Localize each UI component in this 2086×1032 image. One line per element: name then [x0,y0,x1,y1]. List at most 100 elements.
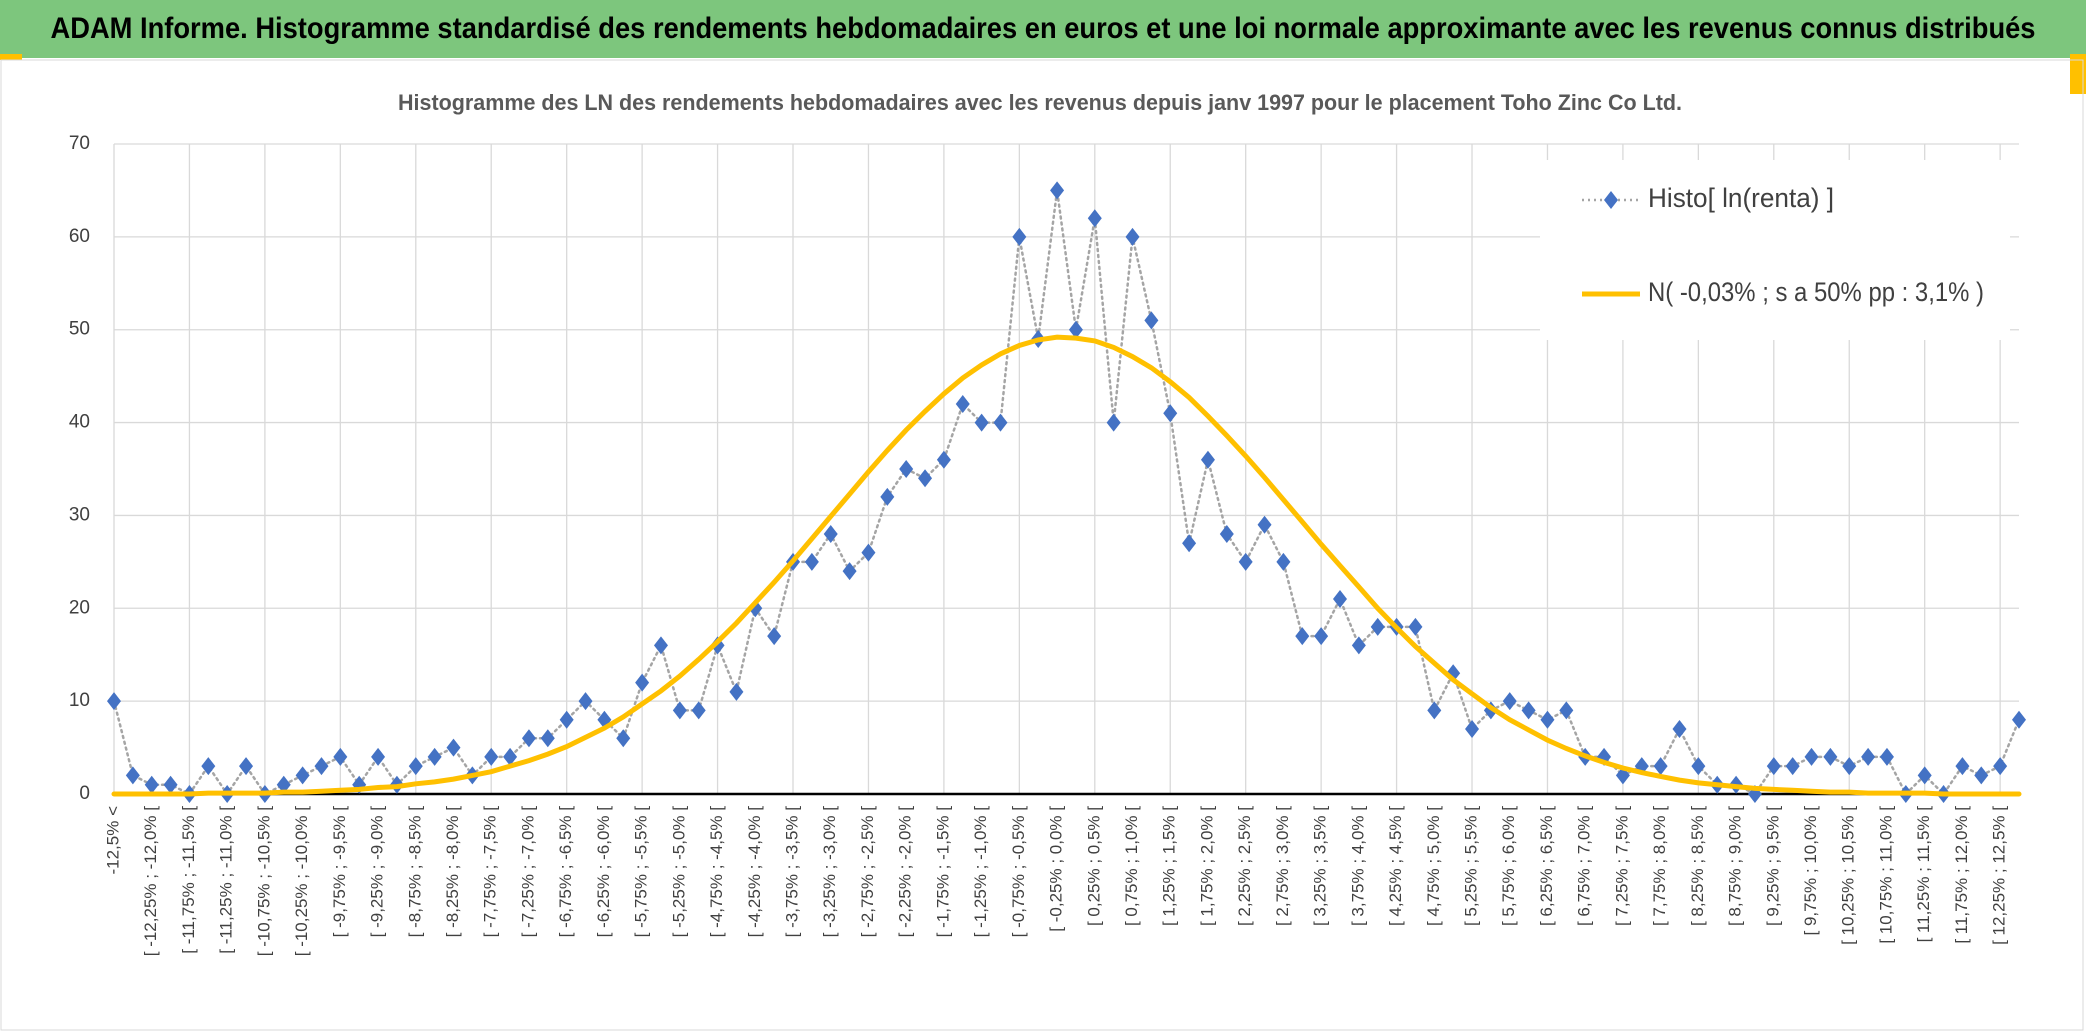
data-point [1974,766,1989,785]
data-point [540,729,555,748]
chart-frame [0,59,2084,1031]
data-point [408,757,423,776]
x-tick-label: [ 1,25% ; 1,5% [ [1160,806,1179,926]
data-point [503,747,518,766]
x-tick-label: [ 11,25% ; 11,5% [ [1914,806,1933,943]
data-point [1219,525,1234,543]
legend-label: N( -0,03% ; s a 50% pp : 3,1% ) [1648,277,1984,307]
x-tick-label: [ -8,75% ; -8,5% [ [405,806,424,938]
data-point [899,460,914,478]
data-point [1106,413,1121,432]
data-point [767,627,782,646]
x-tick-label: [ 10,25% ; 10,5% [ [1839,806,1858,945]
x-tick-label: [ 6,25% ; 6,5% [ [1537,806,1556,926]
x-tick-label: [ 4,75% ; 5,0% [ [1424,806,1443,926]
data-point [333,747,348,766]
data-point [955,395,970,413]
x-tick-label: [ -2,25% ; -2,0% [ [896,806,915,938]
x-tick-label: [ -11,25% ; -11,0% [ [217,806,236,954]
legend-marker [1604,191,1618,209]
x-tick-label: [ -4,75% ; -4,5% [ [707,806,726,938]
y-tick-label: 30 [69,504,90,525]
x-tick-label: [ 2,25% ; 2,5% [ [1235,806,1254,926]
data-point [201,757,216,776]
x-tick-label: [ -10,25% ; -10,0% [ [292,806,311,957]
x-tick-label: [ 11,75% ; 12,0% [ [1952,806,1971,944]
data-point [2012,710,2026,729]
x-tick-label: [ -6,75% ; -6,5% [ [556,806,575,938]
data-point [1559,701,1574,720]
data-point [314,757,329,776]
x-tick-label: [ -3,75% ; -3,5% [ [782,806,801,938]
data-point [1672,720,1687,738]
data-point [1502,692,1517,711]
data-point [1993,757,2008,776]
data-point [1427,701,1442,720]
x-tick-label: [ 9,75% ; 10,0% [ [1801,806,1820,936]
corner [0,54,22,60]
data-point [653,636,668,655]
data-point [842,562,857,581]
data-point [578,692,593,711]
x-tick-label: [ -8,25% ; -8,0% [ [443,806,462,938]
y-tick-label: 40 [69,412,90,433]
x-tick-label: [ -5,25% ; -5,0% [ [669,806,688,938]
page-title: ADAM Informe. Histogramme standardisé de… [51,12,2036,45]
data-point [804,552,819,571]
x-tick-label: [ -12,25% ; -12,0% [ [141,806,160,957]
x-tick-label: [ 1,75% ; 2,0% [ [1197,806,1216,926]
data-point [521,729,536,748]
data-point [974,413,989,432]
x-tick-label: [ -7,75% ; -7,5% [ [481,806,500,938]
legend-box [1540,160,2010,340]
data-point [1521,701,1536,720]
data-point [918,469,933,488]
x-tick-label: [ 12,25% ; 12,5% [ [1990,806,2009,945]
x-tick-label: [ -11,75% ; -11,5% [ [179,806,198,954]
x-tick-label: [ 0,75% ; 1,0% [ [1122,806,1141,926]
data-point [672,701,687,720]
x-tick-label: [ -1,75% ; -1,5% [ [933,806,952,938]
y-tick-label: 20 [69,597,90,618]
x-tick-label: [ -2,75% ; -2,5% [ [858,806,877,938]
x-tick-label: [ 2,75% ; 3,0% [ [1273,806,1292,926]
x-tick-label: [ -0,75% ; -0,5% [ [1009,806,1028,938]
data-point [1182,534,1197,553]
data-point [635,673,650,692]
data-point [1842,757,1857,776]
data-point [1125,227,1140,246]
data-point [1351,636,1366,655]
x-tick-label: [ -9,25% ; -9,0% [ [368,806,387,938]
series-line [111,334,2022,797]
x-tick-label: [ -6,25% ; -6,0% [ [594,806,613,938]
x-tick-label: [ -9,75% ; -9,5% [ [330,806,349,938]
data-point [691,701,706,720]
data-point [861,543,876,562]
x-tick-label: [ -10,75% ; -10,5% [ [254,806,273,957]
data-point [993,413,1008,432]
x-tick-label: [ 5,25% ; 5,5% [ [1462,806,1481,926]
x-tick-label: [ 10,75% ; 11,0% [ [1876,806,1895,944]
data-point [1879,747,1894,766]
x-tick-label: [ 9,25% ; 9,5% [ [1763,806,1782,926]
data-point [446,738,461,757]
x-tick-label: [ -0,25% ; 0,0% [ [1047,806,1066,932]
y-tick-label: 50 [69,319,90,340]
data-point [1823,747,1838,766]
x-tick-label: [ 7,75% ; 8,0% [ [1650,806,1669,926]
y-tick-label: 60 [69,226,90,247]
data-point [1465,720,1480,738]
x-tick-label: [ -7,25% ; -7,0% [ [518,806,537,938]
x-tick-label: [ 4,25% ; 4,5% [ [1386,806,1405,926]
data-point [276,775,291,794]
data-point [144,775,159,794]
data-point [1276,552,1291,571]
x-tick-label: [ 0,25% ; 0,5% [ [1084,806,1103,926]
data-point [107,692,121,711]
x-tick-label: [ -5,75% ; -5,5% [ [632,806,651,938]
x-tick-label: [ -1,25% ; -1,0% [ [971,806,990,938]
data-point [295,766,310,785]
data-point [371,747,386,766]
data-point [1766,757,1781,776]
